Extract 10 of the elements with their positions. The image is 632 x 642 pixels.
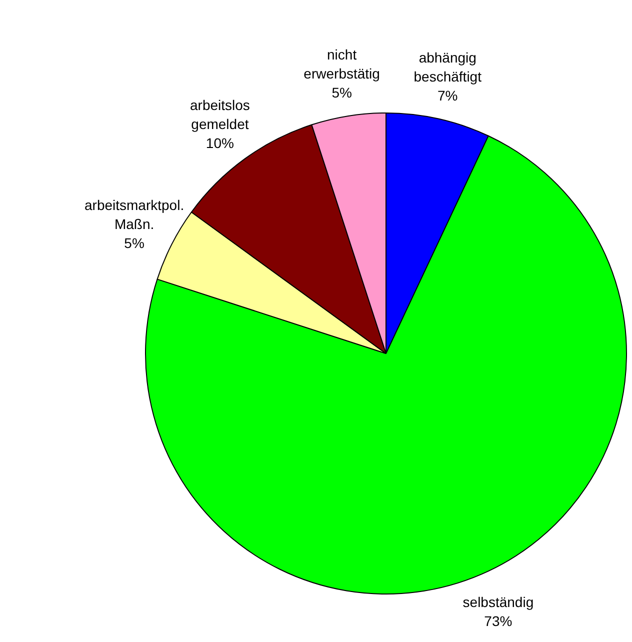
slice-label: arbeitslos gemeldet bbox=[190, 96, 250, 132]
data-label: 7% bbox=[438, 88, 458, 104]
data-label: 5% bbox=[124, 235, 144, 252]
slice-label: arbeitsmarktpol. Maßn. bbox=[84, 197, 184, 232]
slice-label: selbständig bbox=[462, 594, 534, 610]
data-label: 73% bbox=[484, 613, 512, 630]
slice-label: nicht erwerbstätig bbox=[304, 46, 380, 82]
data-label: 10% bbox=[206, 134, 234, 151]
data-label: 5% bbox=[332, 84, 352, 100]
slice-label: abhängig beschäftigt bbox=[414, 50, 482, 85]
